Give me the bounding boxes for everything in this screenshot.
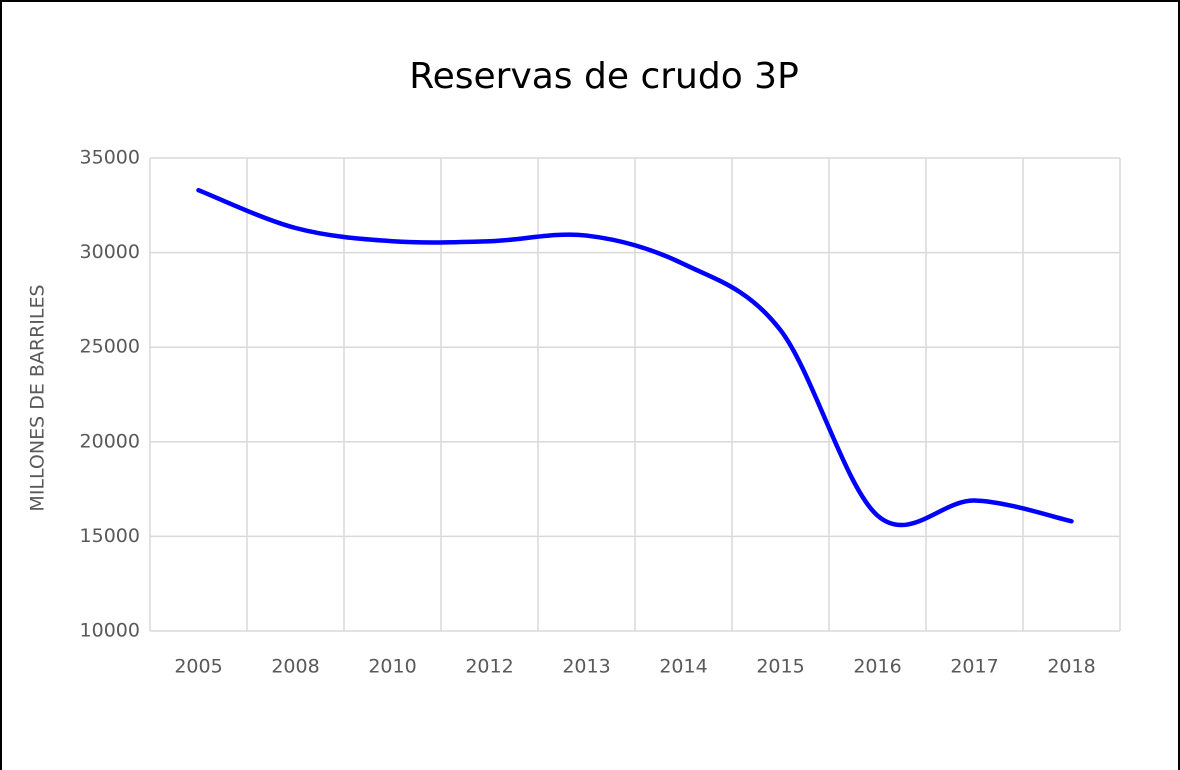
x-tick-label: 2013 <box>562 656 610 678</box>
x-tick-label: 2005 <box>174 656 222 678</box>
x-tick-label: 2017 <box>950 656 998 678</box>
x-tick-label: 2015 <box>756 656 804 678</box>
chart-title: Reservas de crudo 3P <box>409 56 799 97</box>
series-line <box>196 187 1074 528</box>
x-tick-label: 2008 <box>271 656 319 678</box>
x-tick-label: 2012 <box>465 656 513 678</box>
y-tick-label: 15000 <box>80 525 140 547</box>
x-tick-label: 2014 <box>659 656 707 678</box>
x-tick-label: 2016 <box>853 656 901 678</box>
y-tick-label: 10000 <box>80 620 140 642</box>
y-axis-label: MILLONES DE BARRILES <box>27 284 49 511</box>
y-tick-label: 30000 <box>80 241 140 263</box>
y-tick-label: 35000 <box>80 147 140 169</box>
x-tick-label: 2010 <box>368 656 416 678</box>
x-tick-label: 2018 <box>1047 656 1095 678</box>
y-tick-label: 20000 <box>80 430 140 452</box>
y-tick-label: 25000 <box>80 336 140 358</box>
